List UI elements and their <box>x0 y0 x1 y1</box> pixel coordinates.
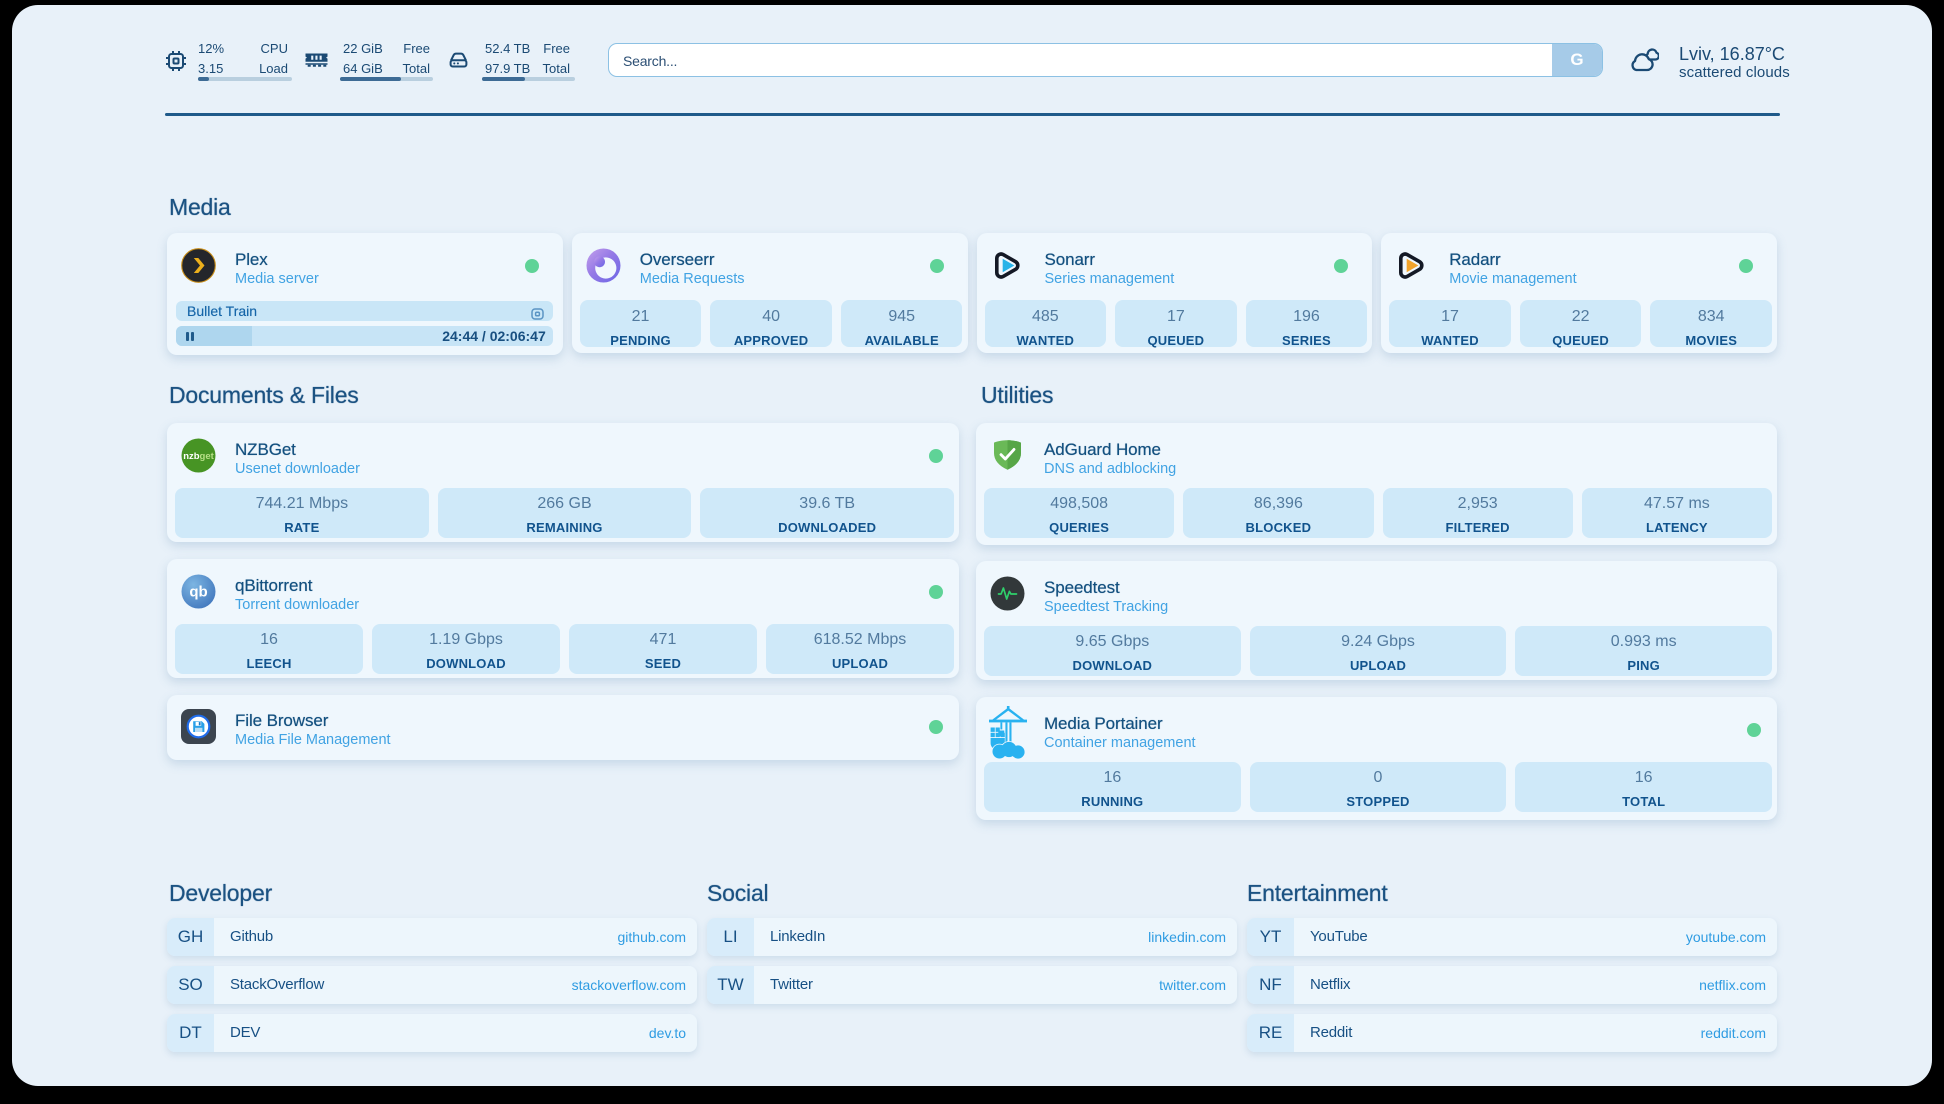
svg-text:qb: qb <box>189 584 207 601</box>
svg-text:nzbget: nzbget <box>183 451 214 462</box>
